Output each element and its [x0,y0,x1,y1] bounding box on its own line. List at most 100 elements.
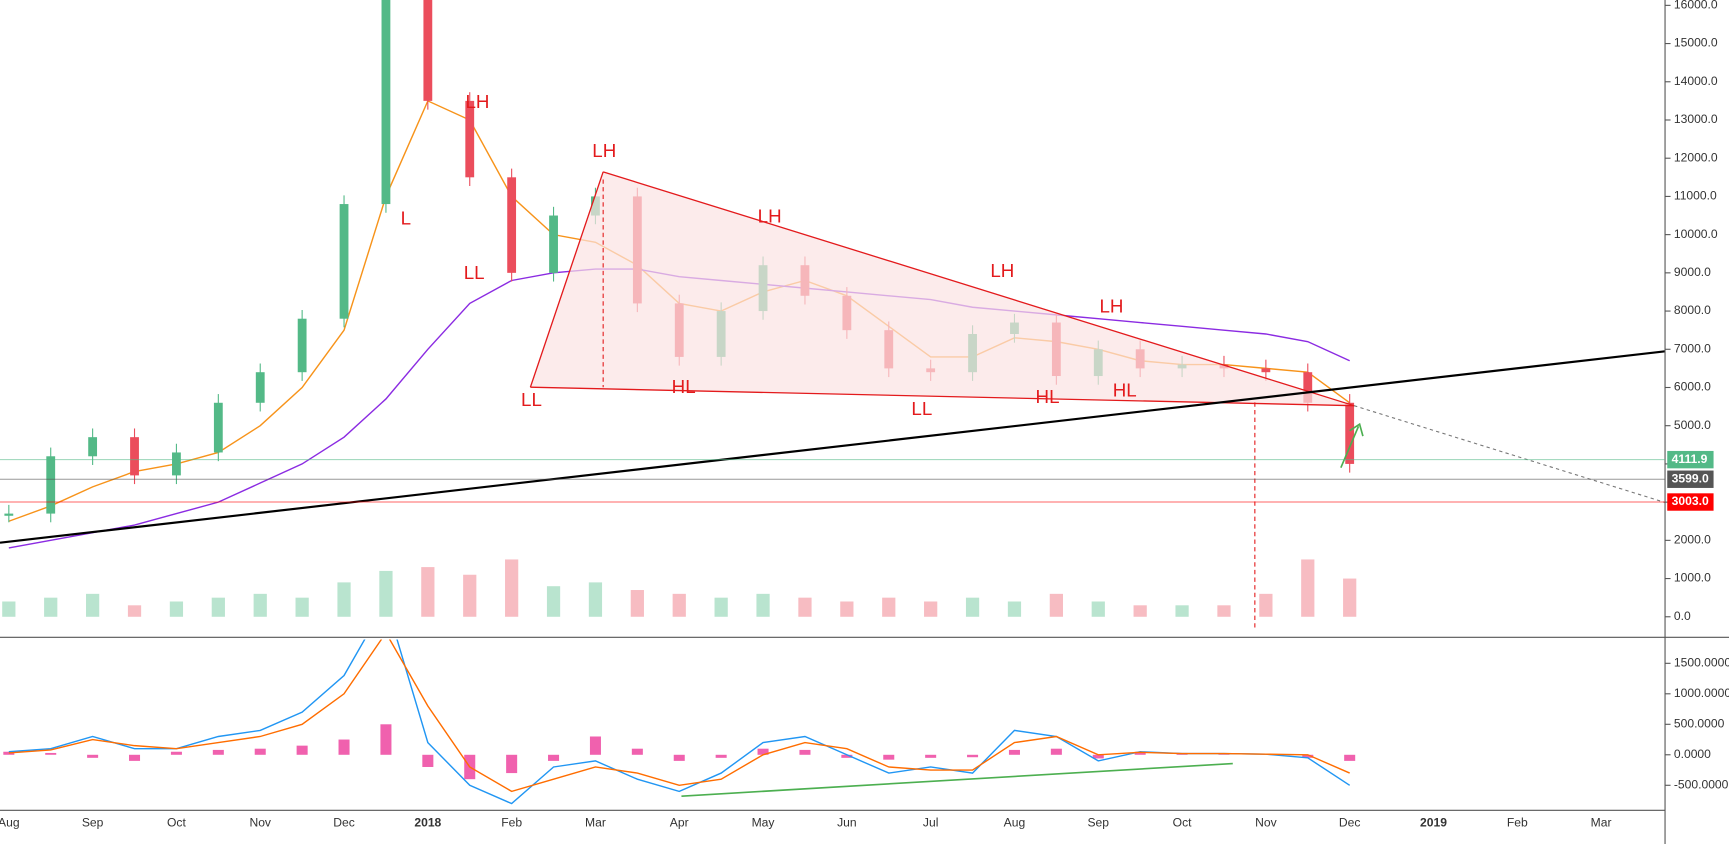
volume-bar [86,593,100,617]
macd-histogram [87,754,99,758]
pattern-annotation: LL [521,389,542,410]
x-tick-label: 2018 [414,816,441,830]
pattern-annotation: LL [911,398,932,419]
macd-histogram [631,748,643,755]
volume-bar [1091,601,1105,617]
y-tick-label: 1000.0000 [1674,686,1729,700]
volume-bar [295,597,309,617]
pattern-annotation: L [401,208,411,229]
volume-bar [44,597,58,617]
line [8,639,1351,805]
y-tick-label: 8000.0 [1674,303,1711,317]
volume-bar [505,559,519,617]
x-tick-label: Mar [585,816,606,830]
volume-bar [2,601,16,617]
volume-bar [798,597,812,617]
macd-histogram [296,745,308,755]
pattern-annotation: LH [1100,296,1124,317]
pattern-annotation: HL [1113,380,1137,401]
x-tick-label: Apr [670,816,689,830]
price-tag-label: 3003.0 [1672,494,1709,508]
line [8,639,1350,793]
y-tick-label: 5000.0 [1674,418,1711,432]
volume-bar [756,593,770,617]
macd-histogram [1008,749,1020,755]
y-tick-label: 16000.0 [1674,0,1718,11]
x-tick-label: Dec [333,816,355,830]
candle-body [172,452,181,476]
x-tick-label: Oct [1173,816,1193,830]
macd-pane [3,639,1356,805]
macd-histogram [967,754,979,758]
candle-body [1303,372,1313,403]
volume-bar [421,567,435,617]
pattern-annotation: LL [464,262,485,283]
x-tick-label: Sep [82,816,104,830]
x-tick-label: Feb [501,816,522,830]
x-tick-label: Aug [1004,816,1026,830]
macd-histogram [506,754,518,774]
macd-histogram [1134,751,1146,755]
macd-histogram [422,754,434,767]
y-tick-label: 11000.0 [1674,189,1717,203]
macd-histogram [841,754,853,758]
volume-bar [379,570,393,617]
macd-histogram [1050,748,1062,755]
y-tick-label: 9000.0 [1674,265,1711,279]
volume-bar [463,574,477,617]
macd-histogram [589,736,601,755]
pattern-annotation: LH [990,260,1014,281]
y-tick-label: 13000.0 [1674,112,1718,126]
macd-histogram [380,724,392,755]
volume-bar [1049,593,1063,617]
macd-histogram [338,739,350,755]
candle-body [507,177,517,273]
volume-bar [1301,559,1315,617]
candle-body [423,0,433,101]
x-tick-label: Aug [0,816,20,830]
pattern-annotation: HL [672,376,696,397]
y-tick-label: 0.0000 [1674,747,1711,761]
macd-histogram [1092,754,1104,759]
y-tick-label: 14000.0 [1674,74,1718,88]
y-tick-label: 10000.0 [1674,227,1718,241]
macd-histogram [799,749,811,755]
macd-histogram [1344,754,1356,761]
volume-bar [253,593,267,617]
volume-bar [211,597,225,617]
macd-histogram [548,754,560,761]
volume-bar [337,582,351,617]
volume-bar [1217,605,1231,617]
volume-bar [1175,605,1189,617]
x-tick-label: Jun [837,816,857,830]
candle-body [1345,402,1355,464]
price-tag [1667,470,1714,488]
candle-body [4,513,14,516]
y-tick-label: 7000.0 [1674,342,1711,356]
candle-body [549,215,558,273]
candle-body [1261,368,1271,373]
x-tick-label: Oct [167,816,187,830]
x-tick-label: Dec [1339,816,1361,830]
volume-bar [714,597,728,617]
x-tick-label: Nov [249,816,271,830]
macd-histogram [673,754,685,761]
candle-body [465,100,475,178]
x-tick-label: Sep [1087,816,1109,830]
macd-histogram [925,754,937,758]
volume-bar [840,601,854,617]
candle-body [255,372,265,403]
macd-histogram [883,754,895,760]
macd-histogram [1218,754,1230,755]
x-tick-label: Feb [1507,816,1528,830]
price-tag-label: 3599.0 [1672,471,1709,485]
price-tag-label: 4111.9 [1672,452,1708,466]
volume-bar [1007,601,1022,617]
y-tick-label: 6000.0 [1674,380,1711,394]
pattern-annotation: LH [758,206,782,227]
volume-bar [1259,593,1273,617]
volume-bar [1343,578,1357,617]
candle-body [130,437,139,476]
volume-bar [965,597,980,617]
